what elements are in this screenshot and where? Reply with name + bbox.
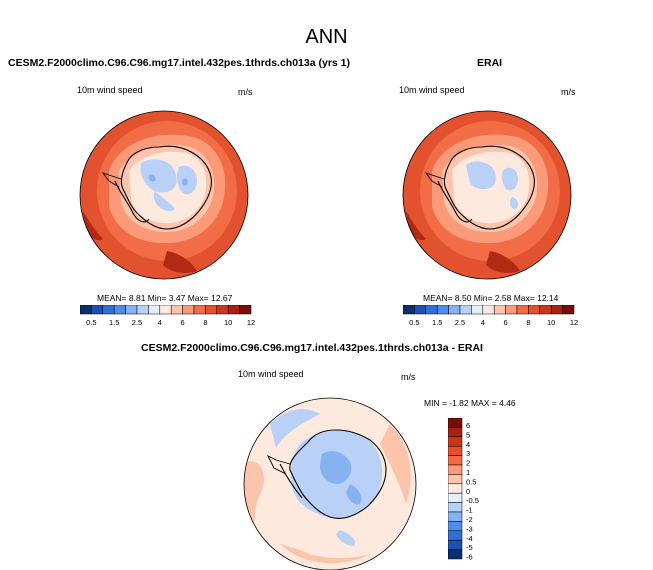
colorbar-box [459, 305, 472, 315]
variable-label-diff: 10m wind speed [238, 369, 304, 379]
colorbar-box [550, 305, 563, 315]
colorbar-box [448, 539, 463, 550]
panel-title-model: CESM2.F2000climo.C96.C96.mg17.intel.432p… [8, 57, 350, 69]
colorbar-box [425, 305, 438, 315]
colorbar-tick-label: -3 [466, 524, 473, 533]
colorbar-box [448, 418, 463, 428]
colorbar-box [528, 305, 541, 315]
colorbar-box [216, 305, 229, 315]
colorbar-tick-label: 3 [466, 449, 470, 458]
colorbar-tick-label: 2.5 [132, 318, 142, 327]
colorbar-box [448, 305, 461, 315]
variable-label-obs: 10m wind speed [399, 85, 465, 95]
colorbar-box [562, 305, 575, 315]
colorbar-tick-label: 8 [526, 318, 530, 327]
polar-map-diff [243, 397, 417, 570]
units-label-diff: m/s [401, 372, 416, 382]
panel-title-diff: CESM2.F2000climo.C96.C96.mg17.intel.432p… [141, 342, 483, 354]
polar-map-model [79, 110, 249, 280]
colorbar-tick-label: -4 [466, 534, 473, 543]
colorbar-box [239, 305, 252, 315]
colorbar-box [448, 474, 463, 485]
colorbar-box [448, 436, 463, 447]
colorbar-tick-label: 4 [481, 318, 485, 327]
colorbar-box [448, 549, 463, 560]
colorbar-box [102, 305, 115, 315]
polar-map-obs [402, 110, 572, 280]
colorbar-tick-label: -5 [466, 543, 473, 552]
colorbar-box [448, 521, 463, 532]
stats-text-obs: MEAN= 8.50 Min= 2.58 Max= 12.14 [423, 293, 559, 303]
colorbar-box [205, 305, 218, 315]
colorbar-box [448, 464, 463, 475]
colorbar-box [448, 492, 463, 503]
colorbar-tick-label: 12 [247, 318, 255, 327]
colorbar-tick-label: 4 [466, 440, 470, 449]
panel-title-obs: ERAI [477, 57, 503, 69]
colorbar-box [493, 305, 506, 315]
colorbar-box [539, 305, 552, 315]
colorbar-box [414, 305, 427, 315]
colorbar-tick-label: 5 [466, 430, 470, 439]
colorbar-tick-label: 8 [203, 318, 207, 327]
variable-label-model: 10m wind speed [77, 85, 143, 95]
colorbar-tick-label: -1 [466, 506, 473, 515]
colorbar-tick-label: 1.5 [432, 318, 442, 327]
colorbar-tick-label: 0.5 [409, 318, 419, 327]
colorbar-box [159, 305, 172, 315]
colorbar-tick-label: -6 [466, 553, 473, 562]
colorbar-tick-label: 4 [158, 318, 162, 327]
colorbar-box [136, 305, 149, 315]
stats-text-model: MEAN= 8.81 Min= 3.47 Max= 12.67 [97, 293, 233, 303]
colorbar-tick-label: 6 [466, 421, 470, 430]
colorbar-obs: 0.5 1.5 2.5 4 6 8 10 12 [403, 305, 578, 327]
colorbar-tick-label: 1.5 [109, 318, 119, 327]
units-label-model: m/s [238, 87, 253, 97]
colorbar-box [471, 305, 484, 315]
colorbar-tick-label: 2.5 [455, 318, 465, 327]
colorbar-box [436, 305, 449, 315]
colorbar-box [505, 305, 518, 315]
colorbar-box [448, 502, 463, 513]
colorbar-tick-label: 0.5 [86, 318, 96, 327]
colorbar-tick-label: 0.5 [466, 477, 476, 486]
colorbar-box [80, 305, 92, 315]
colorbar-tick-label: 12 [570, 318, 578, 327]
colorbar-box [448, 445, 463, 456]
colorbar-box [125, 305, 138, 315]
colorbar-tick-label: 6 [181, 318, 185, 327]
stats-text-diff: MIN = -1.82 MAX = 4.46 [424, 398, 516, 408]
colorbar-box [403, 305, 415, 315]
colorbar-tick-label: 10 [224, 318, 232, 327]
colorbar-model: 0.5 1.5 2.5 4 6 8 10 12 [80, 305, 255, 327]
colorbar-tick-label: 10 [547, 318, 555, 327]
colorbar-box [113, 305, 126, 315]
colorbar-box [448, 427, 463, 438]
colorbar-box [516, 305, 529, 315]
units-label-obs: m/s [561, 87, 576, 97]
colorbar-tick-label: 1 [466, 468, 470, 477]
colorbar-box [91, 305, 104, 315]
colorbar-box [170, 305, 183, 315]
colorbar-box [227, 305, 240, 315]
colorbar-tick-label: -0.5 [466, 496, 479, 505]
colorbar-box [182, 305, 195, 315]
colorbar-tick-label: -2 [466, 515, 473, 524]
colorbar-tick-label: 2 [466, 459, 470, 468]
colorbar-box [448, 455, 463, 466]
colorbar-box [193, 305, 206, 315]
colorbar-box [482, 305, 495, 315]
colorbar-tick-label: 0 [466, 487, 470, 496]
colorbar-box [148, 305, 161, 315]
colorbar-box [448, 511, 463, 522]
page-title: ANN [305, 26, 348, 48]
colorbar-box [448, 530, 463, 541]
colorbar-box [448, 483, 463, 494]
colorbar-tick-label: 6 [504, 318, 508, 327]
